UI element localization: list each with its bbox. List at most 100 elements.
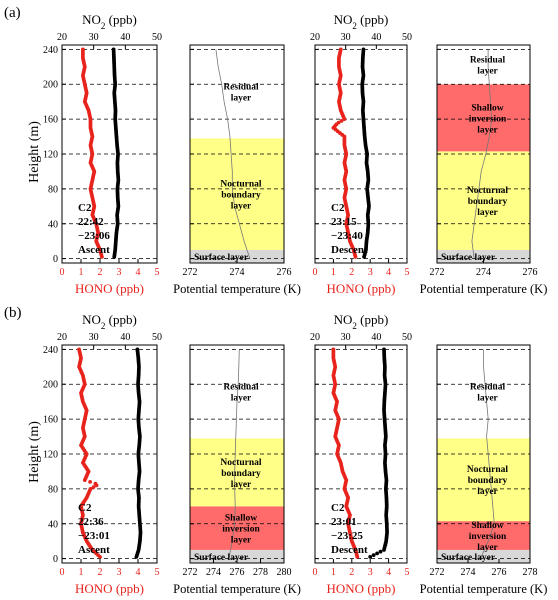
no2-point <box>111 47 116 52</box>
y-tick-label: 240 <box>43 45 58 56</box>
x-top-tick-label: 30 <box>89 32 99 43</box>
x-tick-label: 5 <box>405 267 410 278</box>
y-tick-label: 200 <box>43 380 58 391</box>
layer-label: layer <box>477 208 498 218</box>
flight-annotation: 23:15 <box>331 216 357 228</box>
layer-label: inversion <box>222 525 260 535</box>
x-tick-label: 272 <box>430 267 445 278</box>
chart-b-ascent: 0 1 2 3 4 5 HONO (ppb) 20 30 40 50 NO2 (ppb) 0 40 80 12… <box>43 312 162 596</box>
hono-point <box>338 47 343 52</box>
temperature-line <box>215 49 251 259</box>
x-tick-label: 4 <box>136 567 141 578</box>
flight-annotation: −23:06 <box>78 230 110 242</box>
x-tick-label: 0 <box>313 267 318 278</box>
flight-annotation: Ascent <box>78 244 110 256</box>
x-top-tick-label: 40 <box>120 332 130 343</box>
x-tick-label: 274 <box>476 267 491 278</box>
hono-point <box>77 347 81 352</box>
y-tick-label: 120 <box>43 450 58 461</box>
x-tick-label: 272 <box>183 267 198 278</box>
hono-axis-label: HONO (ppb) <box>327 281 396 296</box>
x-tick-label: 0 <box>60 567 65 578</box>
chart-a-ascent-layers: 272 274 276 Potential temperature (K) Surfac… <box>173 44 301 296</box>
layer-label: layer <box>477 394 498 404</box>
x-tick-label: 2 <box>98 567 103 578</box>
layer-label: Shallow <box>225 514 257 524</box>
layer-label: Residual <box>223 83 259 93</box>
no2-point <box>382 347 386 352</box>
layer-label: Nocturnal <box>467 186 509 196</box>
y-axis-label-b: Height (m) <box>27 421 42 483</box>
temperature-axis-label: Potential temperature (K) <box>173 582 301 596</box>
y-tick-label: 80 <box>48 484 58 495</box>
y-tick-label: 0 <box>53 254 58 265</box>
x-tick-label: 2 <box>98 267 103 278</box>
layer-label: layer <box>231 202 252 212</box>
layer-label: Shallow <box>471 521 503 531</box>
flight-annotation: C2 <box>331 202 345 214</box>
no2-axis-label: NO2 (ppb) <box>334 12 389 31</box>
layer-label: Residual <box>470 56 506 66</box>
x-tick-label: 4 <box>386 567 391 578</box>
hono-point <box>88 486 93 491</box>
flight-annotation: −23:40 <box>331 230 363 242</box>
flight-annotation: 22:42 <box>78 216 104 228</box>
temperature-axis-label: Potential temperature (K) <box>420 282 548 296</box>
flight-annotation: 23:01 <box>331 516 357 528</box>
layer-band-residual_layer <box>437 45 530 85</box>
x-top-tick-label: 30 <box>89 332 99 343</box>
x-tick-label: 274 <box>230 267 245 278</box>
layer-label: layer <box>231 480 252 490</box>
no2-point <box>135 347 140 352</box>
x-tick-label: 278 <box>523 567 538 578</box>
x-tick-label: 272 <box>430 567 445 578</box>
x-tick-label: 274 <box>206 567 221 578</box>
hono-point <box>336 120 341 125</box>
chart-b-descent-layers: 272 274 276 278 Potential temperature (K) Sur… <box>420 344 548 596</box>
layer-label: Nocturnal <box>467 465 509 475</box>
y-axis-label-a: Height (m) <box>27 121 42 183</box>
x-top-tick-label: 20 <box>57 332 67 343</box>
panel-label-b: (b) <box>4 305 22 321</box>
layer-label: layer <box>477 125 498 135</box>
layer-band-nocturnal_boundary_layer <box>190 138 284 250</box>
y-tick-label: 0 <box>53 554 58 565</box>
layer-label: layer <box>231 536 252 546</box>
flight-annotation: −23:25 <box>331 530 363 542</box>
hono-point <box>81 47 85 52</box>
x-tick-label: 278 <box>253 567 268 578</box>
layer-label: Nocturnal <box>220 180 262 190</box>
x-tick-label: 276 <box>492 567 507 578</box>
layer-label: Surface layer <box>194 253 249 263</box>
x-tick-label: 274 <box>461 567 476 578</box>
x-top-tick-label: 30 <box>341 32 351 43</box>
x-top-tick-label: 40 <box>120 32 130 43</box>
layer-label: layer <box>231 94 252 104</box>
hono-point <box>88 480 93 484</box>
x-tick-label: 4 <box>386 267 391 278</box>
x-tick-label: 3 <box>368 267 373 278</box>
hono-axis-label: HONO (ppb) <box>327 581 396 596</box>
layer-label: inversion <box>469 114 507 124</box>
y-tick-label: 40 <box>48 219 58 230</box>
temperature-line <box>480 349 495 559</box>
layer-band-nocturnal_boundary_layer <box>437 438 530 522</box>
flight-annotation: Descent <box>331 544 368 556</box>
flight-annotation: Ascent <box>78 544 110 556</box>
x-tick-label: 3 <box>368 567 373 578</box>
y-tick-label: 200 <box>43 80 58 91</box>
x-tick-label: 0 <box>60 267 65 278</box>
layer-label: layer <box>477 487 498 497</box>
x-tick-label: 2 <box>349 567 354 578</box>
x-top-tick-label: 20 <box>310 332 320 343</box>
chart-b-ascent-layers: 272 274 276 278 280 Potential temperature (K)… <box>173 344 301 596</box>
temperature-axis-label: Potential temperature (K) <box>420 582 548 596</box>
no2-axis-label: NO2 (ppb) <box>82 12 137 31</box>
no2-axis-label: NO2 (ppb) <box>82 312 137 331</box>
x-top-tick-label: 30 <box>341 332 351 343</box>
hono-point <box>93 481 98 486</box>
chart-a-descent-layers: 272 274 276 Potential temperature (K) Surfac… <box>420 44 548 296</box>
layer-label: layer <box>231 394 252 404</box>
x-tick-label: 5 <box>405 567 410 578</box>
layer-label: Nocturnal <box>220 458 262 468</box>
